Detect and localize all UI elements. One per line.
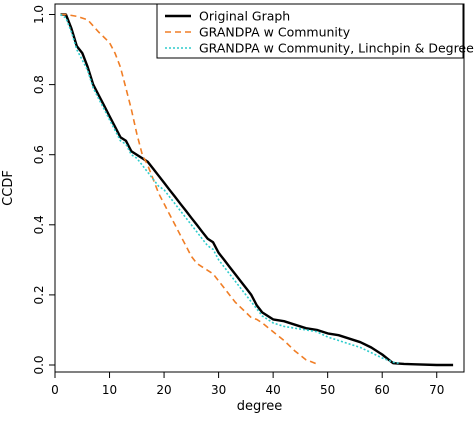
x-tick-label: 10	[102, 383, 117, 397]
x-tick-label: 60	[375, 383, 390, 397]
y-tick-label: 0.6	[32, 145, 46, 164]
y-tick-label: 0.2	[32, 285, 46, 304]
plot-border	[54, 3, 465, 373]
x-axis-title: degree	[237, 399, 283, 414]
y-tick-label: 1.0	[32, 5, 46, 24]
x-tick-label: 50	[320, 383, 335, 397]
x-tick-label: 20	[156, 383, 171, 397]
legend-box	[156, 3, 464, 59]
x-tick-label: 30	[211, 383, 226, 397]
x-axis: 0 10 20 30 40 50 60 70	[51, 372, 444, 397]
y-axis-title: CCDF	[1, 170, 16, 206]
plot-frame	[54, 3, 465, 373]
legend-label-1: Original Graph	[199, 9, 290, 24]
series-line-2	[60, 13, 318, 365]
x-tick-label: 70	[429, 383, 444, 397]
series-layer	[60, 13, 454, 367]
y-tick-label: 0.4	[32, 215, 46, 234]
y-tick-label: 0.8	[32, 75, 46, 94]
legend-label-2: GRANDPA w Community	[199, 25, 351, 40]
legend-label-3: GRANDPA w Community, Linchpin & Degree	[199, 41, 474, 56]
series-line-1	[60, 13, 454, 367]
y-axis: 0.0 0.2 0.4 0.6 0.8 1.0	[32, 5, 55, 375]
series-line-3	[60, 13, 399, 364]
x-tick-label: 0	[51, 383, 59, 397]
x-tick-label: 40	[265, 383, 280, 397]
y-tick-label: 0.0	[32, 355, 46, 374]
